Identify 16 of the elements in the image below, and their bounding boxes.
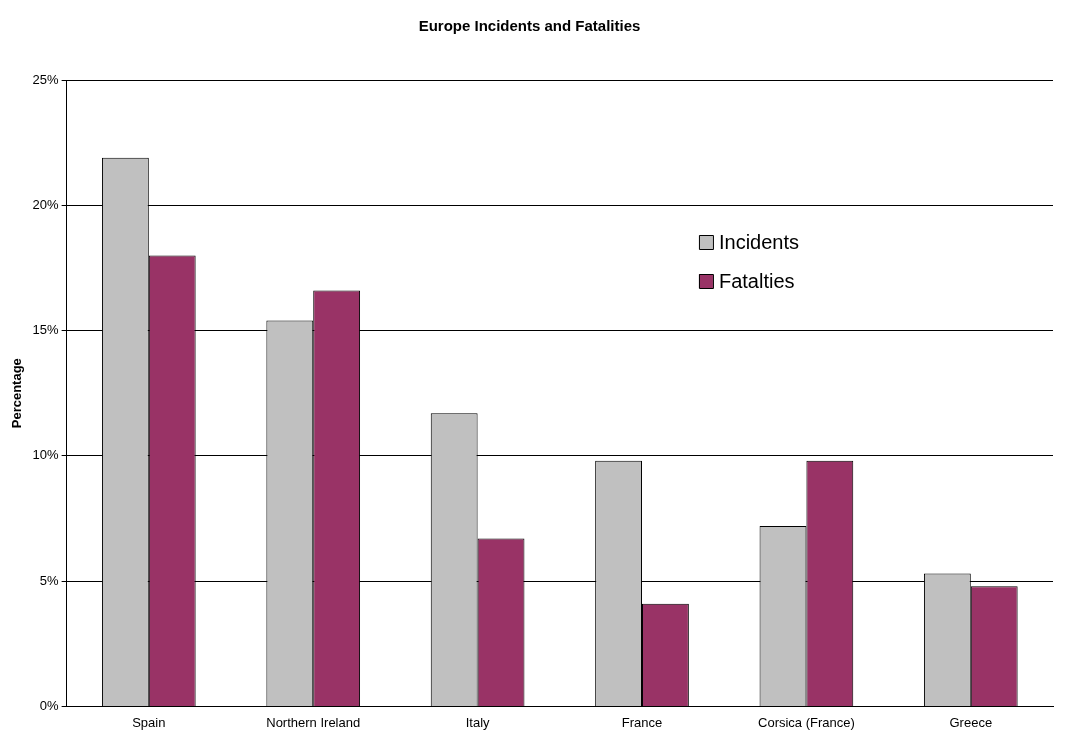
y-tick-label: 10% <box>32 447 60 463</box>
y-tick-label: 15% <box>32 322 60 338</box>
legend-label: Incidents <box>718 230 800 253</box>
x-tick-label: Corsica (France) <box>758 714 855 730</box>
y-tick-label: 20% <box>32 196 60 212</box>
x-tick-label: Spain <box>132 714 166 730</box>
x-tick-label: Italy <box>465 714 491 730</box>
chart-title: Europe Incidents and Fatalities <box>418 17 641 35</box>
x-tick-label: France <box>621 714 663 730</box>
y-tick-label: 5% <box>39 572 60 588</box>
x-tick-label: Northern Ireland <box>266 714 361 730</box>
y-tick-label: 25% <box>32 71 60 87</box>
y-axis-title: Percentage <box>9 358 25 429</box>
y-tick-label: 0% <box>39 697 60 713</box>
legend-label: Fatalties <box>718 269 795 292</box>
x-tick-label: Greece <box>949 714 993 730</box>
